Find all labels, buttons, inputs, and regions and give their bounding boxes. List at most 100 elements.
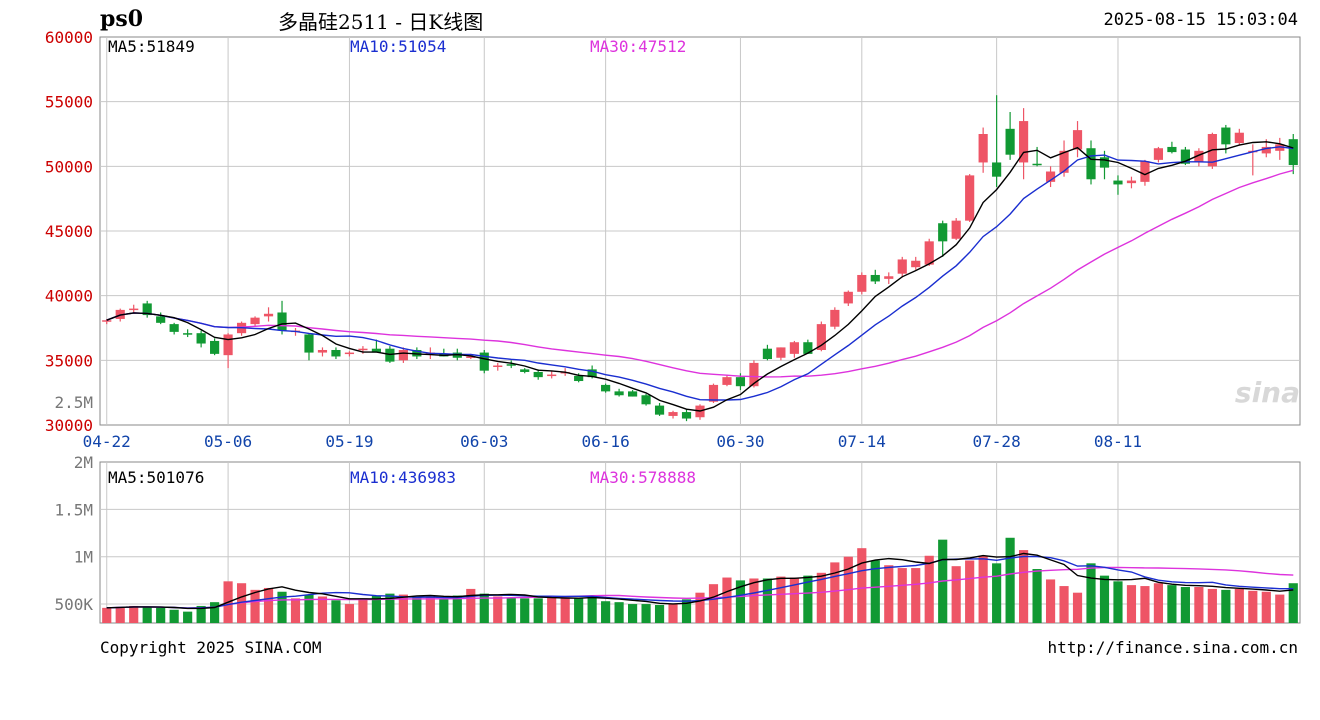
candle-body-down bbox=[803, 342, 813, 354]
candle-body-down bbox=[1167, 146, 1177, 153]
candle-body-up bbox=[722, 377, 732, 385]
volume-bar-down bbox=[1180, 587, 1190, 623]
date-tick-label: 05-06 bbox=[204, 432, 252, 451]
candle-body-up bbox=[102, 320, 112, 322]
candle-body-up bbox=[708, 384, 719, 402]
volume-bar-up bbox=[911, 568, 921, 623]
volume-bar-up bbox=[1072, 592, 1083, 623]
volume-bar-down bbox=[452, 595, 462, 623]
volume-bar-up bbox=[857, 548, 867, 623]
volume-bar-down bbox=[331, 600, 341, 623]
volume-bar-up bbox=[816, 572, 826, 623]
candle-body-down bbox=[1099, 157, 1110, 168]
candle-body-up bbox=[830, 309, 840, 327]
candle-body-down bbox=[1086, 148, 1096, 180]
price-ma10-label: MA10:51054 bbox=[350, 37, 447, 56]
candle-body-up bbox=[1072, 130, 1083, 150]
candle-body-down bbox=[277, 312, 287, 331]
volume-bar-up bbox=[695, 592, 705, 623]
price-tick-label: 40000 bbox=[45, 287, 93, 306]
volume-bar-up bbox=[263, 587, 274, 623]
volume-bar-up bbox=[884, 565, 894, 623]
volume-bar-up bbox=[1234, 588, 1244, 623]
candle-body-up bbox=[1153, 148, 1164, 160]
volume-bar-down bbox=[681, 599, 692, 623]
date-tick-label: 06-03 bbox=[460, 432, 508, 451]
sina-watermark: sina bbox=[1234, 376, 1300, 409]
candle-body-down bbox=[169, 324, 179, 332]
volume-bar-down bbox=[1288, 583, 1298, 623]
candle-body-up bbox=[668, 412, 678, 416]
date-tick-label: 06-16 bbox=[582, 432, 630, 451]
volume-bar-up bbox=[708, 584, 719, 623]
candle-body-up bbox=[344, 352, 355, 355]
volume-bar-down bbox=[479, 593, 489, 623]
volume-bar-up bbox=[897, 568, 907, 623]
volume-bar-up bbox=[1207, 588, 1217, 623]
volume-bar-up bbox=[102, 607, 112, 623]
source-url: http://finance.sina.com.cn bbox=[1047, 638, 1298, 657]
candle-body-down bbox=[506, 364, 516, 366]
candle-body-up bbox=[897, 259, 907, 274]
volume-bar-down bbox=[304, 594, 314, 623]
date-tick-label: 06-30 bbox=[716, 432, 764, 451]
chart-title: 多晶硅2511 - 日K线图 bbox=[278, 10, 484, 34]
volume-bar-down bbox=[803, 575, 813, 623]
volume-bar-up bbox=[250, 589, 260, 623]
volume-bar-down bbox=[520, 598, 530, 623]
volume-bar-down bbox=[1221, 589, 1231, 623]
timestamp: 2025-08-15 15:03:04 bbox=[1103, 10, 1298, 30]
volume-bar-up bbox=[1019, 550, 1029, 623]
volume-bar-down bbox=[1099, 575, 1110, 623]
price-ma30-label: MA30:47512 bbox=[590, 37, 687, 56]
candle-body-up bbox=[1275, 144, 1285, 151]
candle-body-down bbox=[533, 371, 543, 378]
candle-body-up bbox=[911, 260, 921, 268]
volume-bar-up bbox=[978, 555, 988, 623]
volume-bar-up bbox=[1261, 591, 1271, 623]
candle-body-up bbox=[1019, 121, 1029, 163]
volume-bar-up bbox=[547, 597, 557, 623]
date-tick-label: 08-11 bbox=[1094, 432, 1142, 451]
volume-bar-up bbox=[358, 598, 368, 623]
volume-bar-down bbox=[385, 593, 395, 623]
volume-bar-up bbox=[776, 576, 786, 623]
candle-body-down bbox=[156, 316, 166, 323]
price-tick-label: 35000 bbox=[45, 351, 93, 370]
candle-body-down bbox=[938, 223, 948, 242]
candle-body-down bbox=[681, 412, 692, 419]
candle-body-up bbox=[1045, 171, 1056, 182]
candle-body-up bbox=[398, 349, 408, 361]
volume-bar-up bbox=[951, 566, 961, 623]
price-tick-label: 45000 bbox=[45, 222, 93, 241]
candle-body-down bbox=[520, 369, 530, 372]
volume-bar-up bbox=[1126, 585, 1137, 623]
candle-body-up bbox=[317, 349, 328, 353]
candle-body-down bbox=[735, 377, 746, 387]
candle-body-down bbox=[371, 348, 381, 353]
candle-body-down bbox=[992, 162, 1002, 177]
candle-body-up bbox=[547, 374, 557, 377]
volume-bar-down bbox=[735, 580, 746, 623]
volume-tick-label: 2M bbox=[74, 453, 93, 472]
volume-tick-label: 500K bbox=[54, 595, 93, 614]
volume-bar-down bbox=[1086, 563, 1096, 623]
volume-bar-up bbox=[398, 594, 408, 623]
volume-bar-up bbox=[129, 605, 139, 623]
candle-body-down bbox=[1221, 127, 1231, 145]
candle-body-down bbox=[1113, 180, 1123, 185]
volume-bar-up bbox=[1248, 590, 1258, 623]
volume-bar-down bbox=[587, 595, 597, 623]
volume-bar-down bbox=[169, 609, 179, 623]
volume-bar-up bbox=[965, 560, 975, 623]
price-ma10-line bbox=[106, 146, 1294, 401]
candle-body-up bbox=[263, 313, 274, 317]
volume-tick-label: 1.5M bbox=[54, 500, 93, 519]
candle-body-down bbox=[654, 405, 665, 415]
candle-body-up bbox=[1059, 150, 1069, 173]
candle-body-up bbox=[978, 134, 988, 163]
volume-ma30-line bbox=[106, 566, 1294, 609]
volume-bar-up bbox=[317, 596, 328, 623]
volume-bar-down bbox=[196, 605, 206, 623]
